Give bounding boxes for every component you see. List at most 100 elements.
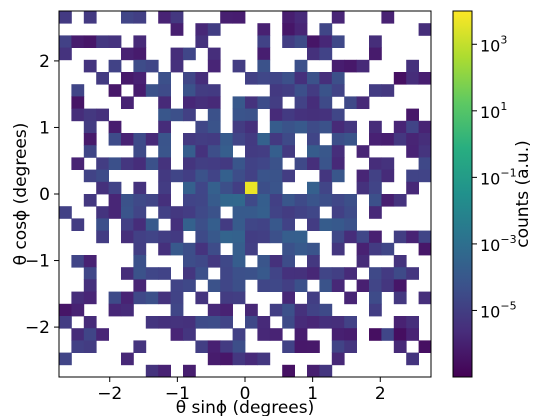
heatmap-cell	[207, 169, 221, 183]
heatmap-cell	[307, 157, 320, 170]
heatmap-cell	[195, 255, 209, 268]
heatmap-cell	[195, 133, 209, 146]
heatmap-cell	[232, 279, 246, 292]
heatmap-cell	[307, 206, 320, 219]
heatmap-cell	[121, 352, 134, 366]
heatmap-cell	[406, 133, 419, 146]
heatmap-cell	[183, 157, 196, 170]
heatmap-cell	[269, 133, 283, 146]
colorbar-tick-label: 10−1	[480, 166, 517, 188]
heatmap-cell	[108, 291, 122, 305]
x-tick-label: 0	[240, 384, 251, 404]
heatmap-cell	[71, 328, 85, 341]
heatmap-cell	[319, 194, 333, 207]
heatmap-cell	[307, 303, 320, 317]
heatmap-cell	[183, 316, 196, 329]
heatmap-cell	[294, 35, 308, 48]
heatmap-cell	[83, 35, 97, 48]
heatmap-cell	[232, 267, 246, 280]
heatmap-cell	[232, 328, 246, 341]
heatmap-cell	[369, 194, 382, 207]
heatmap-cell	[381, 242, 395, 256]
heatmap-cell	[170, 47, 184, 61]
heatmap-cell	[282, 23, 295, 36]
heatmap-cell	[232, 340, 246, 353]
heatmap-cell	[269, 206, 283, 219]
heatmap-cell	[245, 352, 258, 366]
heatmap-cell	[369, 157, 382, 170]
heatmap-cell	[170, 108, 184, 122]
heatmap-cell	[145, 316, 159, 329]
heatmap-cell	[207, 108, 221, 122]
heatmap-cell	[121, 194, 134, 207]
heatmap-cell	[232, 255, 246, 268]
heatmap-cell	[282, 218, 295, 231]
colorbar-tick-label: 10−5	[480, 299, 517, 321]
heatmap-cell	[418, 72, 432, 85]
heatmap-cell	[344, 96, 357, 109]
heatmap-cell	[170, 218, 184, 231]
heatmap-cell	[207, 181, 221, 195]
heatmap-cell	[59, 352, 72, 366]
heatmap-cell	[344, 291, 357, 305]
heatmap-cell	[331, 316, 345, 329]
heatmap-cell	[121, 230, 134, 244]
heatmap-cell	[331, 242, 345, 256]
heatmap-cell	[418, 120, 432, 134]
heatmap-cell	[369, 279, 382, 292]
heatmap-cell	[232, 181, 246, 195]
heatmap-cell	[220, 218, 233, 231]
heatmap-cell	[158, 145, 171, 158]
heatmap-cell	[381, 11, 395, 24]
heatmap-cell	[232, 108, 246, 122]
heatmap-cell	[381, 84, 395, 97]
heatmap-cell	[207, 157, 221, 170]
heatmap-cell	[83, 108, 97, 122]
heatmap-cell	[83, 169, 97, 183]
heatmap-cell	[294, 279, 308, 292]
heatmap-cell	[331, 72, 345, 85]
heatmap-cell	[207, 303, 221, 317]
heatmap-cell	[369, 230, 382, 244]
heatmap-cell	[121, 72, 134, 85]
heatmap-cell	[406, 352, 419, 366]
heatmap-cell	[307, 242, 320, 256]
heatmap-cell	[108, 120, 122, 134]
heatmap-cell	[269, 157, 283, 170]
heatmap-cell	[381, 328, 395, 341]
heatmap-cell	[257, 230, 271, 244]
heatmap-cell	[158, 96, 171, 109]
heatmap-cell	[232, 218, 246, 231]
heatmap-cell	[207, 120, 221, 134]
heatmap-cell	[418, 23, 432, 36]
heatmap-cell	[207, 340, 221, 353]
heatmap-cell	[170, 303, 184, 317]
heatmap-cell	[331, 267, 345, 280]
heatmap-cell	[356, 230, 370, 244]
heatmap-cell	[269, 267, 283, 280]
heatmap-cell	[282, 72, 295, 85]
heatmap-cell	[356, 181, 370, 195]
heatmap-cell	[207, 84, 221, 97]
heatmap-cell	[133, 279, 147, 292]
heatmap-cell	[220, 145, 233, 158]
heatmap-cell	[331, 218, 345, 231]
heatmap-cell	[207, 242, 221, 256]
heatmap-cell	[418, 157, 432, 170]
heatmap-cell	[418, 145, 432, 158]
heatmap-cell	[133, 291, 147, 305]
heatmap-cell	[294, 194, 308, 207]
heatmap-cell	[393, 340, 407, 353]
heatmap-cell	[282, 145, 295, 158]
heatmap-cell	[369, 133, 382, 146]
heatmap-cell	[71, 255, 85, 268]
heatmap-cell	[269, 230, 283, 244]
colorbar-tick-label: 103	[480, 33, 507, 55]
heatmap-cell	[133, 84, 147, 97]
heatmap-cell	[121, 267, 134, 280]
heatmap-cell	[133, 145, 147, 158]
heatmap-cell	[133, 11, 147, 24]
heatmap-cell	[294, 328, 308, 341]
heatmap-cell	[145, 291, 159, 305]
